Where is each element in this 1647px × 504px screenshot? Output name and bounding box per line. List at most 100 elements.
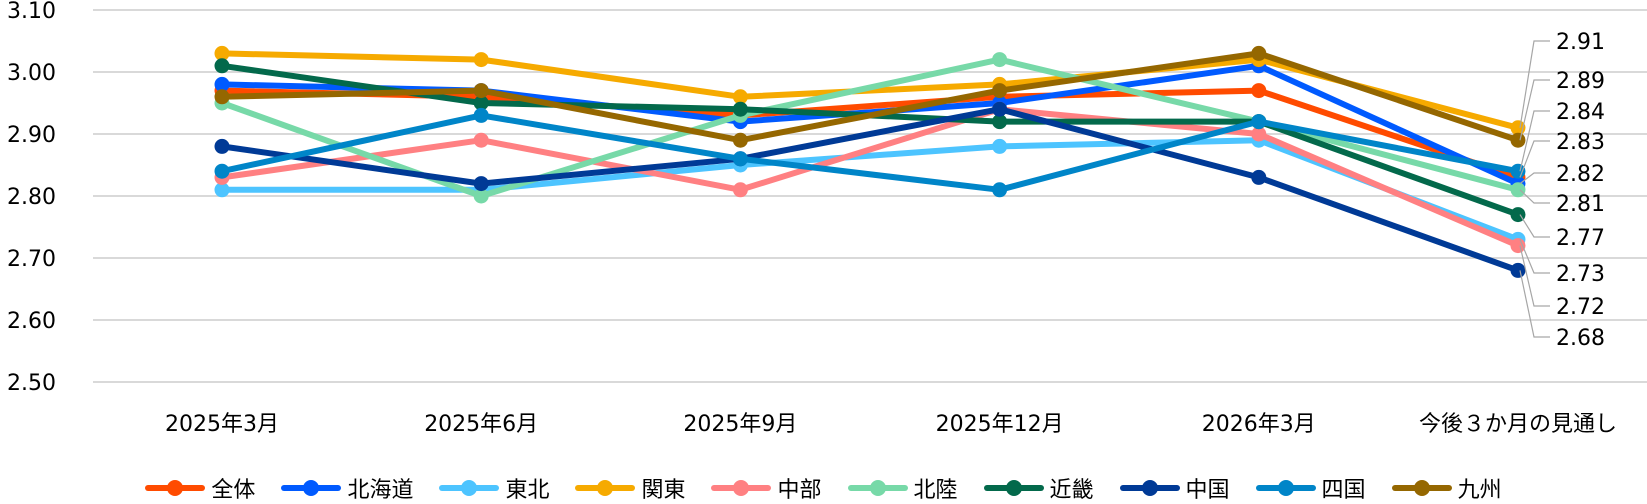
data-label: 2.73 (1556, 262, 1605, 287)
legend-marker-icon (983, 476, 1044, 500)
leader-line (1519, 239, 1550, 274)
series-line (219, 106, 1521, 274)
data-label: 2.81 (1556, 192, 1605, 217)
x-tick-label: 2025年9月 (683, 412, 797, 437)
legend-item: 北陸 (847, 472, 958, 504)
legend-item: 北海道 (281, 472, 413, 504)
legend-item: 近畿 (983, 472, 1094, 504)
x-tick-label: 今後３か月の見通し (1419, 412, 1617, 437)
data-point (214, 138, 230, 154)
legend-label: 全体 (211, 478, 256, 503)
x-tick-label: 2026年3月 (1202, 412, 1316, 437)
legend-label: 九州 (1457, 478, 1502, 503)
legend-item: 東北 (439, 472, 549, 504)
data-point (473, 95, 489, 111)
data-point (214, 45, 230, 61)
data-point (1510, 132, 1526, 148)
data-point (992, 52, 1008, 68)
data-label: 2.72 (1556, 295, 1605, 320)
legend-marker-icon (145, 476, 206, 500)
data-point (473, 188, 489, 204)
leader-line (1519, 270, 1550, 338)
data-point (473, 132, 489, 148)
leader-line (1519, 40, 1550, 128)
data-point (1251, 45, 1267, 61)
data-point (214, 58, 230, 74)
data-point (1510, 262, 1526, 278)
legend-label: 北海道 (347, 478, 414, 503)
data-point (1251, 169, 1267, 185)
data-labels: 2.91 2.89 2.84 2.83 2.82 2.81 2.77 2.73 2.72 2.68 (1519, 30, 1605, 351)
y-tick-label: 3.10 (7, 0, 56, 24)
series-九州 (214, 45, 1526, 148)
data-point (732, 151, 748, 167)
x-tick-label: 2025年3月 (165, 412, 279, 437)
data-point (992, 182, 1008, 198)
data-point (992, 138, 1008, 154)
y-tick-label: 2.70 (7, 247, 56, 272)
legend-item: 九州 (1391, 472, 1502, 504)
legend-label: 東北 (505, 478, 550, 503)
series-四国 (214, 107, 1526, 198)
legend-marker-icon (847, 476, 908, 500)
legend-item: 関東 (575, 472, 685, 504)
data-label: 2.68 (1556, 326, 1605, 351)
y-tick-label: 2.60 (7, 309, 56, 334)
leader-line (1519, 189, 1550, 204)
legend-label: 北陸 (913, 478, 958, 503)
legend-marker-icon (711, 476, 772, 500)
y-axis: 2.50 2.60 2.70 2.80 2.90 3.00 3.10 (7, 0, 56, 396)
leader-line (1519, 140, 1550, 178)
data-point (992, 83, 1008, 99)
data-point (473, 83, 489, 99)
series-line (219, 106, 1521, 249)
x-axis: 2025年3月 2025年6月 2025年9月 2025年12月 2026年3月 今後３か… (165, 412, 1617, 437)
legend-marker-icon (1255, 476, 1316, 500)
legend-marker-icon (1119, 476, 1180, 500)
data-point (1510, 163, 1526, 179)
data-point (473, 176, 489, 192)
y-tick-label: 2.50 (7, 371, 56, 396)
data-label: 2.77 (1556, 226, 1605, 251)
series-line (219, 137, 1521, 243)
data-point (473, 52, 489, 68)
data-point (732, 89, 748, 105)
series-line (219, 112, 1521, 193)
legend-item: 四国 (1255, 472, 1366, 504)
leader-line (1519, 110, 1550, 172)
series-line (219, 56, 1521, 199)
legend-marker-icon (439, 476, 500, 500)
legend-marker-icon (575, 476, 636, 500)
data-label: 2.91 (1556, 30, 1605, 55)
data-point (992, 101, 1008, 117)
legend-item: 中部 (711, 472, 822, 504)
series-中部 (214, 101, 1526, 254)
legend-label: 中部 (777, 478, 822, 503)
data-point (732, 132, 748, 148)
data-point (1510, 238, 1526, 254)
data-label: 2.82 (1556, 162, 1605, 187)
x-tick-label: 2025年12月 (936, 412, 1064, 437)
data-label: 2.84 (1556, 100, 1605, 125)
series-group (214, 45, 1526, 278)
data-point (732, 182, 748, 198)
data-point (1251, 83, 1267, 99)
data-point (473, 107, 489, 123)
data-point (214, 89, 230, 105)
legend-item: 全体 (145, 472, 255, 504)
y-tick-label: 3.00 (7, 61, 56, 86)
series-line (219, 50, 1521, 144)
data-point (732, 101, 748, 117)
data-point (1510, 182, 1526, 198)
data-label: 2.83 (1556, 130, 1605, 155)
data-point (214, 76, 230, 92)
data-point (1251, 114, 1267, 130)
legend-label: 近畿 (1049, 478, 1094, 503)
data-label: 2.89 (1556, 69, 1605, 94)
legend: 全体 北海道 東北 関東 中部 北陸 近畿 中国 四国 九州 (0, 472, 1647, 504)
legend-marker-icon (281, 476, 342, 500)
leader-line (1519, 245, 1550, 307)
gridlines (93, 9, 1647, 383)
legend-label: 中国 (1185, 478, 1230, 503)
